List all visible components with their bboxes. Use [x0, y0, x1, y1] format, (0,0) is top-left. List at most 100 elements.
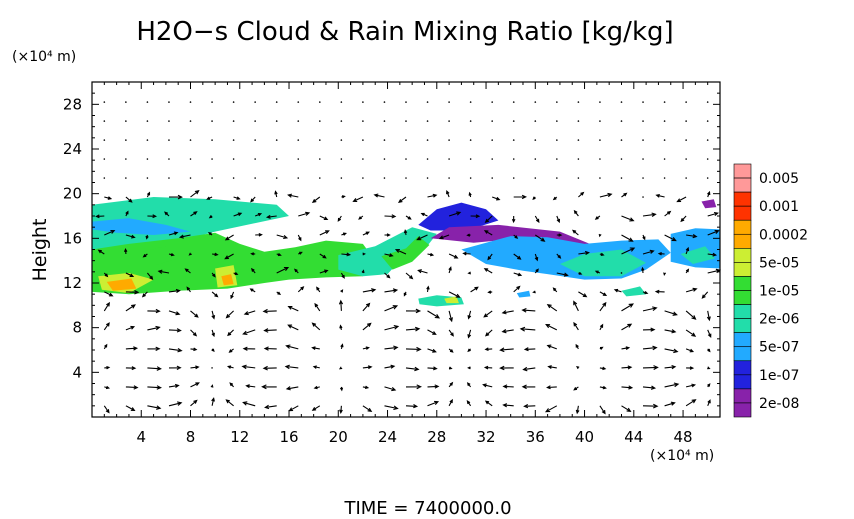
wind-vector-220 [362, 120, 364, 122]
wind-vector-135 [254, 120, 256, 122]
wind-vector-333 [513, 234, 519, 239]
colorbar-swatch-15 [733, 360, 752, 376]
wind-vector-241 [405, 366, 420, 372]
chart-title: H2O−s Cloud & Rain Mixing Ratio [kg/kg] [136, 17, 673, 47]
wind-vector-410 [621, 385, 634, 390]
colorbar-swatch-8 [733, 262, 752, 277]
wind-vector-344 [523, 347, 536, 352]
wind-vector-41 [141, 291, 148, 298]
wind-vector-203 [340, 120, 343, 122]
wind-vector-307 [484, 400, 493, 407]
wind-vector-121 [245, 384, 256, 389]
wind-vector-31 [125, 158, 127, 160]
wind-vector-366 [556, 253, 562, 259]
mixing-ratio-region-5 [106, 278, 137, 291]
wind-vector-159 [287, 305, 299, 312]
wind-vector-286 [448, 158, 450, 160]
wind-vector-230 [384, 253, 394, 258]
wind-vector-138 [261, 384, 277, 390]
wind-vector-109 [230, 291, 235, 300]
mixing-ratio-region-17 [701, 199, 717, 209]
wind-vector-131 [250, 196, 256, 203]
wind-vector-394 [599, 366, 607, 371]
wind-vector-282 [438, 234, 450, 240]
wind-vector-95 [207, 231, 213, 236]
wind-vector-415 [613, 288, 622, 293]
wind-vector-156 [284, 364, 299, 370]
wind-vector-474 [685, 139, 687, 141]
wind-vector-358 [544, 405, 558, 413]
wind-vector-96 [208, 215, 213, 219]
wind-vector-201 [340, 158, 343, 160]
wind-vector-429 [642, 345, 658, 351]
wind-vector-150 [275, 158, 278, 160]
wind-vector-116 [232, 158, 235, 160]
wind-vector-440 [642, 139, 644, 141]
wind-vector-380 [573, 300, 579, 312]
wind-vector-222 [384, 405, 399, 411]
wind-vector-49 [146, 139, 149, 141]
wind-vector-416 [620, 272, 623, 274]
wind-vector-89 [211, 348, 215, 353]
wind-vector-270 [426, 139, 429, 141]
wind-vector-459 [663, 101, 666, 103]
wind-vector-481 [707, 329, 712, 338]
wind-vector-166 [297, 177, 300, 179]
wind-vector-212 [361, 269, 365, 274]
mixing-ratio-regions [92, 197, 720, 307]
colorbar-label: 2e-06 [759, 312, 799, 328]
wind-vector-363 [546, 303, 558, 312]
wind-vector-72 [190, 347, 198, 352]
x-tick-label: 44 [624, 428, 643, 446]
wind-vector-216 [352, 196, 364, 202]
wind-vector-301 [468, 191, 472, 198]
wind-vector-162 [298, 251, 303, 255]
wind-vector-194 [340, 289, 344, 293]
colorbar-swatch-6 [733, 233, 752, 249]
wind-vector-34 [125, 101, 127, 103]
x-tick-label: 20 [329, 428, 348, 446]
wind-vector-323 [491, 101, 493, 103]
wind-vector-283 [448, 211, 462, 217]
wind-vector-485 [707, 252, 718, 257]
colorbar-label: 2e-08 [759, 396, 799, 412]
wind-vector-337 [512, 158, 515, 160]
wind-vector-48 [146, 158, 149, 160]
wind-vector-242 [405, 346, 422, 352]
colorbar-swatch-14 [733, 346, 752, 362]
wind-vector-275 [448, 366, 453, 370]
wind-vector-44 [145, 234, 149, 240]
wind-vector-184 [319, 158, 321, 160]
colorbar-swatch-17 [733, 388, 752, 404]
wind-vector-244 [405, 308, 422, 314]
wind-vector-145 [276, 252, 282, 257]
wind-vector-369 [552, 196, 558, 201]
wind-vector-4 [103, 343, 108, 350]
wind-vector-85 [189, 101, 192, 103]
wind-vector-233 [373, 193, 385, 198]
wind-vector-295 [467, 310, 472, 320]
wind-vector-11 [95, 214, 105, 219]
wind-vector-370 [556, 177, 558, 179]
wind-vector-374 [556, 101, 558, 103]
wind-vector-385 [573, 209, 579, 217]
wind-vector-8 [103, 272, 109, 278]
wind-vector-431 [642, 306, 658, 312]
wind-vector-418 [621, 234, 634, 242]
wind-vector-341 [523, 404, 536, 409]
wind-vector-259 [427, 348, 437, 353]
wind-vector-161 [294, 268, 299, 274]
wind-vector-486 [707, 229, 720, 236]
wind-vector-210 [362, 302, 371, 312]
wind-vector-214 [362, 231, 370, 236]
wind-vector-489 [706, 177, 709, 179]
mixing-ratio-region-19 [444, 296, 459, 304]
wind-vector-251 [405, 177, 407, 179]
wind-vector-178 [319, 269, 329, 274]
wind-vector-99 [211, 158, 213, 160]
wind-vector-377 [575, 366, 580, 370]
wind-vector-101 [211, 120, 213, 122]
y-axis-label: Height [29, 219, 51, 282]
wind-vector-52 [168, 401, 183, 407]
wind-vector-357 [534, 101, 537, 103]
